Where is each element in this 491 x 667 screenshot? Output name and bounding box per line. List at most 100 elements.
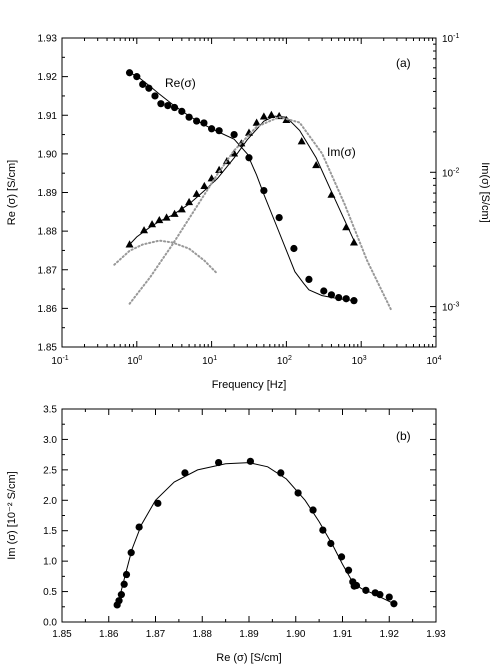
y-tick-label: 1.87 xyxy=(38,265,58,276)
im-data-point xyxy=(192,189,201,197)
y-tick-label: 1.92 xyxy=(38,72,58,83)
y2-tick-label-exp: -3 xyxy=(453,302,459,309)
x-tick-label: 1.90 xyxy=(286,629,306,640)
x-tick-label-exp: 4 xyxy=(438,355,442,362)
re-data-point xyxy=(200,119,208,127)
re-fit-line xyxy=(129,72,355,302)
re-data-point xyxy=(275,214,283,222)
y2-tick-label-base: 10 xyxy=(442,303,454,314)
re-data-point xyxy=(305,275,313,284)
re-data-point xyxy=(290,244,298,253)
x-tick-label-base: 10 xyxy=(51,356,63,367)
y-tick-label: 2.5 xyxy=(43,465,57,476)
x-tick-label-base: 10 xyxy=(426,356,438,367)
im-data-point xyxy=(200,181,209,190)
x-tick-label: 1.88 xyxy=(193,629,213,640)
panel-b-chart: 1.85 1.86 1.87 1.88 1.89 1.90 1.91 1.92 1.93 0.0 0… xyxy=(6,405,446,665)
cole-data-point xyxy=(385,593,393,601)
y2-tick-label-exp: -1 xyxy=(453,33,459,40)
y-tick-label: 1.0 xyxy=(43,557,57,568)
im-data-point xyxy=(215,165,224,174)
y-tick-label: 0.5 xyxy=(43,587,57,598)
y2-tick-label: 10-1 xyxy=(442,33,459,45)
x-tick-label-exp: 0 xyxy=(138,355,142,362)
x-tick-label: 101 xyxy=(202,355,217,367)
y2-tick-label-exp: -2 xyxy=(453,167,459,174)
panel-a-chart: 10-1 100 101 102 103 1041.851.861.871.881.891… xyxy=(6,33,491,391)
y-tick-label: 0.0 xyxy=(43,618,57,629)
im-data-point xyxy=(252,118,261,126)
y-tick-label: 3.0 xyxy=(43,435,57,446)
x-tick-label-base: 10 xyxy=(127,356,139,367)
re-data-point xyxy=(215,127,223,135)
y-axis-title: Im (σ) [10⁻² S/cm] xyxy=(6,471,18,559)
im-low-peak-line xyxy=(113,239,219,275)
x-tick-label: 102 xyxy=(277,355,292,367)
panel-b-label: (b) xyxy=(396,429,411,443)
y2-tick-label-base: 10 xyxy=(442,168,454,179)
y-tick-label: 2.0 xyxy=(43,496,57,507)
y-tick-label: 1.85 xyxy=(38,343,58,354)
x-tick-label: 1.89 xyxy=(239,629,259,640)
panel-a-label: (a) xyxy=(396,56,411,70)
x-tick-label: 104 xyxy=(426,355,441,367)
re-data-point xyxy=(157,100,165,108)
y2-tick-label: 10-3 xyxy=(442,302,459,314)
cole-fit-line xyxy=(117,462,395,605)
x-tick-label-exp: 1 xyxy=(213,355,217,362)
x-tick-label-base: 10 xyxy=(352,356,364,367)
im-high-peak-line xyxy=(128,115,392,311)
x-tick-label-exp: 2 xyxy=(288,355,292,362)
y2-tick-label: 10-2 xyxy=(442,167,459,179)
im-data-point xyxy=(312,160,321,169)
x-axis-title: Re (σ) [S/cm] xyxy=(216,652,281,664)
cole-data-point xyxy=(154,499,162,507)
x-tick-label: 103 xyxy=(352,355,367,367)
x-tick-label: 1.85 xyxy=(52,629,72,640)
im-annotation: Im(σ) xyxy=(327,145,356,159)
im-data-point xyxy=(237,139,246,147)
y-tick-label: 1.89 xyxy=(38,188,58,199)
y-tick-label: 3.5 xyxy=(43,405,57,416)
cole-data-point xyxy=(215,458,223,467)
x-tick-label: 1.93 xyxy=(426,629,446,640)
y-tick-label: 1.91 xyxy=(38,111,58,122)
y2-tick-label-base: 10 xyxy=(442,34,454,45)
im-data-point xyxy=(259,112,268,120)
cole-data-point xyxy=(309,506,317,514)
x-tick-label: 100 xyxy=(127,355,142,367)
im-fit-line xyxy=(129,115,355,245)
y-tick-label: 1.5 xyxy=(43,526,57,537)
y-tick-label: 1.88 xyxy=(38,227,58,238)
re-data-point xyxy=(230,130,238,139)
x-tick-label: 1.87 xyxy=(146,629,166,640)
y-tick-label: 1.93 xyxy=(38,34,58,45)
x-tick-label-exp: -1 xyxy=(62,355,68,362)
x-tick-label: 1.91 xyxy=(333,629,353,640)
cole-data-point xyxy=(181,469,189,477)
re-data-point xyxy=(151,92,159,100)
re-annotation: Re(σ) xyxy=(165,76,196,90)
im-data-point xyxy=(349,238,358,246)
re-data-point xyxy=(125,69,134,77)
y-tick-label: 1.86 xyxy=(38,304,58,315)
re-data-point xyxy=(342,295,350,303)
x-tick-label-base: 10 xyxy=(277,356,289,367)
x-tick-label-exp: 3 xyxy=(363,355,367,362)
im-data-point xyxy=(185,197,194,206)
re-data-point xyxy=(170,103,179,112)
x-tick-label: 10-1 xyxy=(51,355,68,367)
x-tick-label: 1.86 xyxy=(99,629,119,640)
x-axis-title: Frequency [Hz] xyxy=(212,379,287,391)
re-data-point xyxy=(185,113,193,121)
panel-a-frame xyxy=(61,37,437,348)
y-axis-title: Re (σ) [S/cm] xyxy=(6,160,18,225)
y-tick-label: 1.90 xyxy=(38,149,58,160)
im-data-point xyxy=(297,137,306,145)
im-data-point xyxy=(148,220,157,228)
im-data-point xyxy=(140,226,149,234)
cole-data-point xyxy=(390,600,398,608)
panel-b-frame xyxy=(61,408,437,623)
re-data-point xyxy=(164,101,172,110)
